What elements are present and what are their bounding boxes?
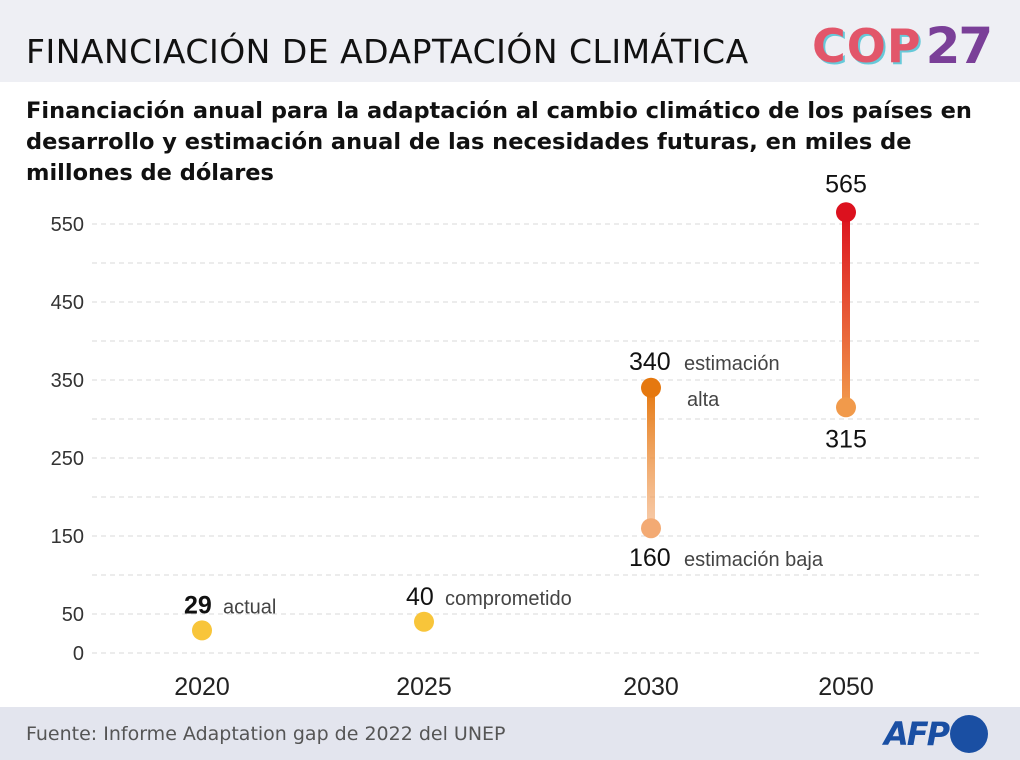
range-bar <box>647 387 655 529</box>
x-tick-label: 2020 <box>174 673 230 701</box>
data-label: 29 <box>184 591 212 619</box>
y-tick-label: 0 <box>73 643 84 665</box>
range-high-point <box>641 377 661 398</box>
cop-logo-number: 27 <box>925 17 994 75</box>
range-bar <box>842 212 850 408</box>
x-tick-label: 2050 <box>818 673 874 701</box>
grid <box>92 223 980 654</box>
y-tick-label: 150 <box>51 526 84 548</box>
data-note: comprometido <box>445 588 572 610</box>
x-tick-label: 2030 <box>623 673 679 701</box>
data-point <box>192 620 212 641</box>
range-high-note: estimación <box>684 353 780 375</box>
y-axis: 0 50 150 250 350 450 550 <box>51 214 84 665</box>
afp-logo-text: AFP <box>884 715 950 753</box>
range-low-point <box>641 518 661 539</box>
data-point <box>414 611 434 632</box>
range-high-note-2: alta <box>687 389 720 411</box>
chart-subtitle: Financiación anual para la adaptación al… <box>26 98 972 186</box>
x-axis: 2020 2025 2030 2050 <box>174 673 874 701</box>
y-tick-label: 350 <box>51 370 84 392</box>
cop-logo-text: COP <box>812 19 922 73</box>
y-tick-label: 50 <box>62 604 84 626</box>
footer: Fuente: Informe Adaptation gap de 2022 d… <box>0 707 1020 760</box>
x-tick-label: 2025 <box>396 673 452 701</box>
data-label: 40 <box>406 583 434 611</box>
range-high-label: 565 <box>825 170 867 198</box>
page-title: FINANCIACIÓN DE ADAPTACIÓN CLIMÁTICA <box>26 32 749 71</box>
y-tick-label: 450 <box>51 292 84 314</box>
afp-logo-dot <box>950 715 989 753</box>
source-note: Fuente: Informe Adaptation gap de 2022 d… <box>26 723 506 745</box>
range-low-label: 160 <box>629 544 671 572</box>
data-marks: 29 actual 40 comprometido 340 estimación alta 1… <box>184 170 867 641</box>
y-tick-label: 250 <box>51 448 84 470</box>
header: FINANCIACIÓN DE ADAPTACIÓN CLIMÁTICA COP… <box>0 0 1020 82</box>
range-low-point <box>836 397 856 418</box>
y-tick-label: 550 <box>51 214 84 236</box>
data-note: actual <box>223 596 276 618</box>
cop27-logo: COP 27 <box>812 17 994 75</box>
afp-logo: AFP <box>884 715 989 753</box>
range-low-label: 315 <box>825 425 867 453</box>
range-high-label: 340 <box>629 348 671 376</box>
range-low-note: estimación baja <box>684 549 824 571</box>
range-high-point <box>836 202 856 223</box>
